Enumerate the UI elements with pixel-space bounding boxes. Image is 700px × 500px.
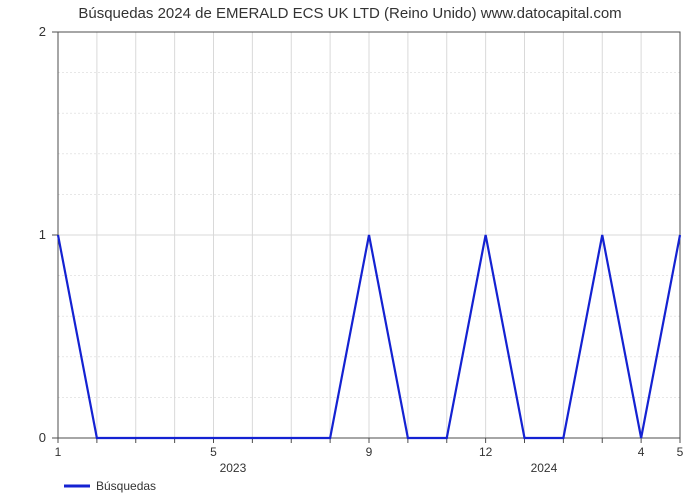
xtick-label: 4 [638, 445, 645, 459]
xtick-label: 5 [210, 445, 217, 459]
legend-label: Búsquedas [96, 479, 156, 493]
ytick-label: 2 [39, 24, 46, 39]
xtick-label: 1 [55, 445, 62, 459]
chart-bg [0, 0, 700, 500]
chart-title: Búsquedas 2024 de EMERALD ECS UK LTD (Re… [78, 5, 621, 22]
ytick-label: 0 [39, 430, 46, 445]
x-year-label: 2023 [220, 461, 247, 475]
ytick-label: 1 [39, 227, 46, 242]
xtick-label: 12 [479, 445, 493, 459]
xtick-label: 9 [366, 445, 373, 459]
xtick-label: 5 [677, 445, 684, 459]
x-year-label: 2024 [531, 461, 558, 475]
line-chart: Búsquedas 2024 de EMERALD ECS UK LTD (Re… [0, 0, 700, 500]
